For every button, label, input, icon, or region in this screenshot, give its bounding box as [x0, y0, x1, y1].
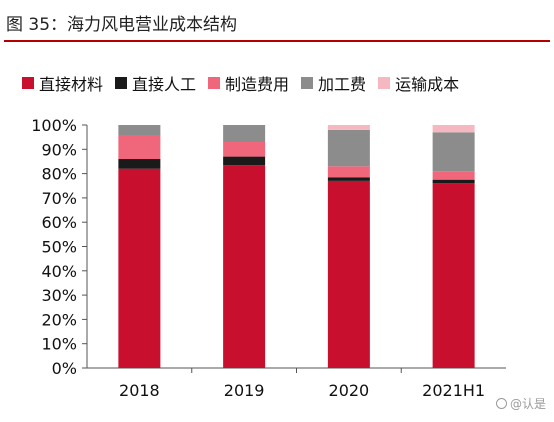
watermark: @认是 — [495, 395, 546, 412]
x-tick-label: 2019 — [224, 381, 265, 400]
chart-legend: 直接材料 直接人工 制造费用 加工费 运输成本 — [22, 72, 459, 94]
x-tick-label: 2021H1 — [422, 381, 485, 400]
bar-segment — [118, 168, 161, 368]
y-tick-label: 30% — [41, 286, 77, 305]
y-axis: 0% 10% 20% 30% 40% 50% 60% 70% 80% 90% 100% — [31, 116, 88, 378]
title-underline — [4, 40, 550, 42]
bar-segment — [432, 179, 475, 184]
bar-segment — [432, 171, 475, 180]
legend-item: 运输成本 — [378, 71, 459, 95]
legend-swatch — [208, 77, 221, 89]
y-tick-label: 50% — [41, 238, 77, 257]
y-tick-label: 70% — [41, 189, 77, 208]
bar-segment — [327, 180, 370, 368]
bar-segment — [118, 159, 161, 169]
x-tick-label: 2018 — [119, 381, 160, 400]
bar-segment — [118, 125, 161, 136]
bar-segment — [327, 125, 370, 130]
bar-segment — [432, 125, 475, 133]
bar-segment — [223, 156, 266, 166]
y-tick-label: 90% — [41, 140, 77, 159]
bar-segment — [432, 132, 475, 172]
bar-segment — [223, 125, 266, 143]
bar-segment — [327, 166, 370, 178]
legend-label: 运输成本 — [395, 75, 460, 94]
legend-item: 加工费 — [301, 71, 366, 95]
bar-segment — [432, 183, 475, 368]
figure-title: 图 35：海力风电营业成本结构 — [6, 15, 238, 35]
legend-item: 直接人工 — [115, 71, 196, 95]
x-tick-label: 2020 — [329, 381, 370, 400]
watermark-text: @认是 — [509, 397, 546, 411]
bar-segment — [327, 129, 370, 167]
bar-segment — [118, 135, 161, 160]
y-tick-label: 0% — [52, 359, 77, 378]
bars-group — [118, 125, 475, 368]
y-tick-label: 100% — [31, 116, 77, 135]
x-axis: 2018 2019 2020 2021H1 — [87, 367, 506, 400]
legend-swatch — [301, 77, 314, 89]
watermark-icon — [495, 398, 507, 409]
legend-swatch — [22, 77, 34, 89]
bar-segment — [327, 177, 370, 181]
y-tick-label: 60% — [41, 213, 77, 232]
legend-label: 直接人工 — [132, 75, 197, 94]
legend-label: 制造费用 — [225, 75, 290, 94]
bar-segment — [223, 165, 266, 368]
bar-segment — [223, 142, 266, 157]
legend-item: 直接材料 — [22, 71, 103, 95]
legend-label: 直接材料 — [39, 75, 104, 94]
y-tick-label: 10% — [41, 335, 77, 354]
legend-label: 加工费 — [318, 75, 367, 94]
y-tick-label: 80% — [41, 165, 77, 184]
y-tick-label: 40% — [41, 262, 77, 281]
legend-swatch — [115, 77, 128, 89]
legend-swatch — [378, 77, 391, 89]
legend-item: 制造费用 — [208, 71, 289, 95]
y-tick-label: 20% — [41, 310, 77, 329]
